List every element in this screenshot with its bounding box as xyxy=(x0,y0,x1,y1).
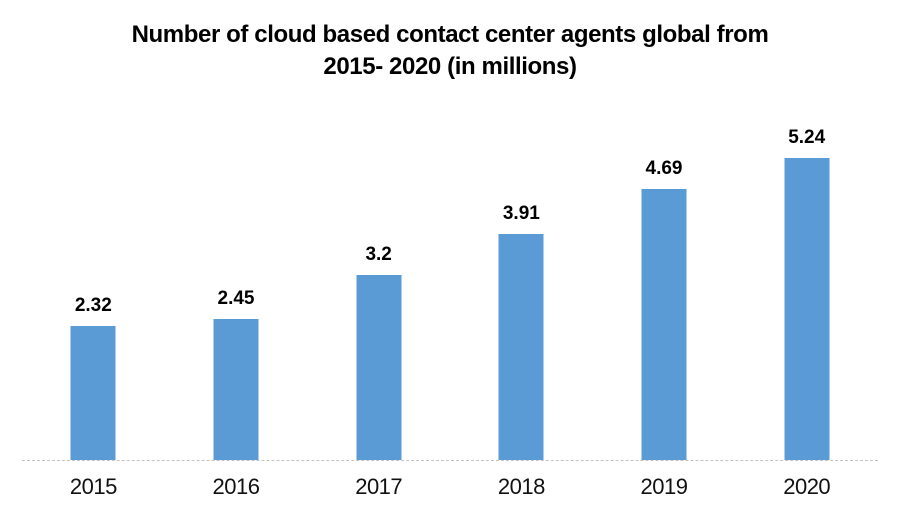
bar-2019 xyxy=(641,189,687,460)
x-axis-label-2017: 2017 xyxy=(355,474,403,499)
bar-2015 xyxy=(70,326,116,460)
chart-title: Number of cloud based contact center age… xyxy=(0,0,900,83)
x-axis-label-2016: 2016 xyxy=(212,474,260,499)
x-axis: 2015 2016 2017 2018 2019 2020 xyxy=(22,461,878,500)
bar-value-label: 3.91 xyxy=(502,203,540,224)
chart-title-line-2: 2015- 2020 (in millions) xyxy=(323,53,577,80)
x-axis-label-2018: 2018 xyxy=(497,474,545,499)
bar-value-label: 2.45 xyxy=(217,288,255,309)
bar-2016 xyxy=(213,319,259,460)
bar-column-2016: 2.45 xyxy=(165,108,308,460)
bar-value-label: 4.69 xyxy=(645,158,683,179)
bar-value-label: 5.24 xyxy=(788,127,826,148)
bar-value-label: 3.2 xyxy=(365,244,392,265)
bar-2020 xyxy=(784,158,830,460)
bar-column-2018: 3.91 xyxy=(450,108,593,460)
bar-column-2017: 3.2 xyxy=(307,108,450,460)
x-axis-label-2020: 2020 xyxy=(783,474,831,499)
chart-title-line-1: Number of cloud based contact center age… xyxy=(131,21,769,48)
bar-column-2019: 4.69 xyxy=(593,108,736,460)
bar-column-2015: 2.32 xyxy=(22,108,165,460)
plot-area: 2.32 2.45 3.2 3.91 4.69 5.24 xyxy=(22,108,878,461)
bar-2018 xyxy=(498,234,544,460)
x-axis-label-2019: 2019 xyxy=(640,474,688,499)
bar-column-2020: 5.24 xyxy=(735,108,878,460)
bar-value-label: 2.32 xyxy=(74,295,112,316)
x-axis-label-2015: 2015 xyxy=(69,474,117,499)
bar-2017 xyxy=(356,275,402,460)
